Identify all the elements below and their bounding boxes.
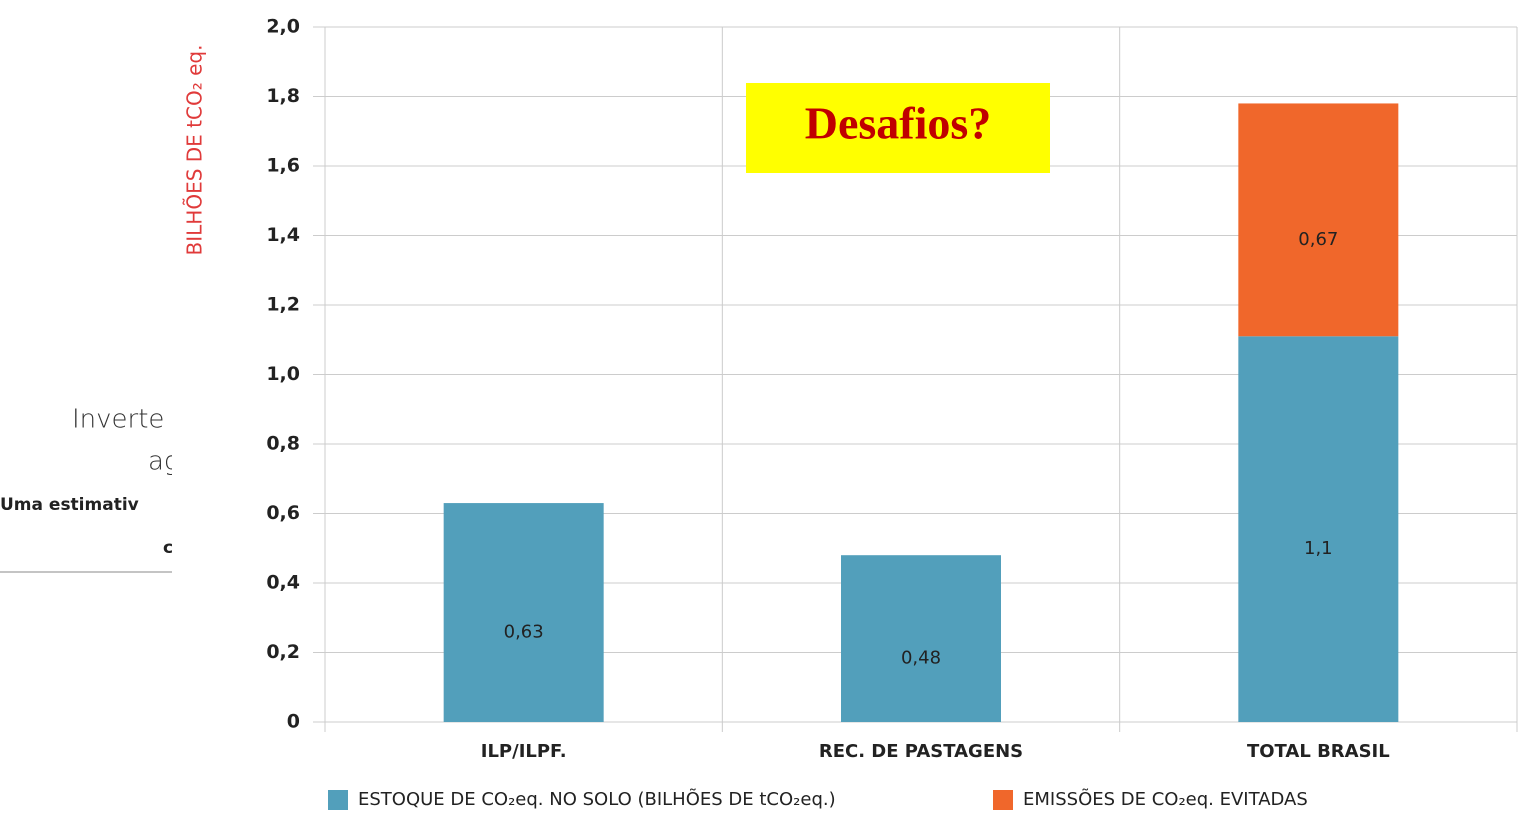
y-tick-label: 0,6 [266,502,300,524]
value-label: 1,1 [1304,538,1333,559]
bar-segment [841,555,1001,722]
legend-swatch [993,790,1013,810]
y-tick-label: 1,4 [266,224,300,246]
y-tick-label: 2,0 [266,16,300,38]
y-tick-label: 0,2 [266,641,300,663]
fragment-text: c [163,538,173,558]
x-tick-label: TOTAL BRASIL [1247,741,1390,762]
x-tick-label: REC. DE PASTAGENS [819,741,1023,762]
legend-swatch [328,790,348,810]
value-label: 0,48 [901,648,941,669]
y-tick-label: 1,0 [266,363,300,385]
legend-label: EMISSÕES DE CO₂eq. EVITADAS [1023,788,1308,810]
x-tick-label: ILP/ILPF. [481,741,567,762]
y-tick-label: 0,4 [266,572,300,594]
y-tick-label: 1,8 [266,85,300,107]
y-tick-label: 0,8 [266,433,300,455]
y-axis-label: BILHÕES DE tCO₂ eq. [183,45,207,256]
y-tick-label: 0 [287,711,300,733]
fragment-text: Inverte [72,405,164,435]
bar-segment [443,503,604,722]
annotation: Desafios? [805,98,992,149]
value-label: 0,63 [504,622,544,643]
annotation-box [746,83,1050,173]
y-tick-label: 1,2 [266,294,300,316]
bar-segment [1238,103,1399,337]
legend-label: ESTOQUE DE CO₂eq. NO SOLO (BILHÕES DE tC… [358,788,836,810]
y-tick-label: 1,6 [266,155,300,177]
value-label: 0,67 [1298,229,1338,250]
fragment-text: Uma estimativ [0,495,139,515]
bar-segment [1238,336,1399,722]
